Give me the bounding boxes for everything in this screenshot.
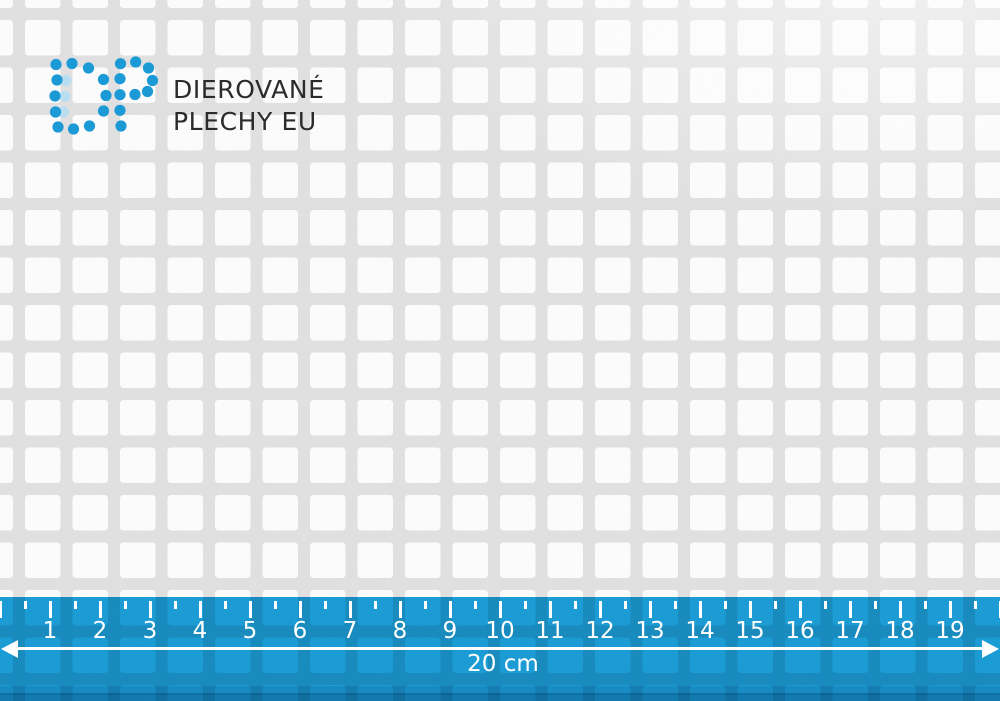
ruler-tick-major [98, 601, 102, 618]
logo-dot-p [115, 120, 127, 132]
logo-dot-d [83, 120, 96, 132]
ruler-tick-minor [273, 601, 277, 609]
ruler-number: 9 [442, 618, 458, 644]
ruler-tick-minor [123, 601, 127, 609]
dp-dotted-logo [49, 56, 159, 135]
logo-dot-p [146, 74, 159, 87]
logo-dot-p [142, 62, 155, 74]
logo-dot-d [67, 123, 80, 135]
logo-dot-d [49, 106, 62, 118]
ruler-tick-major [398, 601, 402, 618]
ruler-number: 13 [635, 618, 665, 644]
ruler-tick-major [448, 601, 452, 618]
ruler-number: 19 [935, 618, 965, 644]
logo-dot-p [141, 85, 154, 98]
logo-dot-d [97, 105, 110, 117]
ruler-number: 8 [392, 618, 408, 644]
ruler-tick-major [948, 601, 952, 618]
ruler-number: 2 [92, 618, 108, 644]
ruler-number: 18 [885, 618, 915, 644]
arrow-head-left-icon [1, 639, 18, 658]
logo-dot-p [114, 89, 126, 101]
ruler-tick-major [748, 601, 752, 618]
logo-dot-p [130, 56, 142, 68]
ruler-number: 15 [735, 618, 765, 644]
ruler-tick-minor [473, 601, 477, 609]
ruler-tick-minor [773, 601, 777, 609]
logo-dot-light [59, 90, 71, 102]
ruler-tick-major [548, 601, 552, 618]
ruler-tick-minor [523, 601, 527, 609]
ruler-tick-major [898, 601, 902, 618]
ruler-tick-major [148, 601, 152, 618]
ruler-tick-major [198, 601, 202, 618]
logo-dot-p [114, 58, 127, 70]
ruler-number: 1 [42, 618, 58, 644]
ruler-number: 3 [142, 618, 158, 644]
ruler-tick-minor [173, 601, 177, 609]
ruler-number: 7 [342, 618, 358, 644]
ruler-tick-major [798, 601, 802, 618]
logo-dot-d [49, 90, 61, 102]
length-arrow-line [14, 647, 986, 650]
ruler-tick-minor [823, 601, 827, 609]
ruler-number: 4 [192, 618, 208, 644]
ruler-tick-major [848, 601, 852, 618]
ruler: 20 cm 1 2 3 4 5 6 7 8 9 10 11 12 13 14 15 16 17 18 19 [0, 597, 1000, 701]
logo-dot-d [50, 58, 62, 71]
logo-dot-p [114, 104, 126, 116]
ruler-tick-major [298, 601, 302, 618]
logo-dot-d [82, 62, 95, 74]
ruler-tick-major [598, 601, 602, 618]
ruler-tick-major [248, 601, 252, 618]
logo-dot-light [57, 106, 70, 118]
ruler-bottom-shade [0, 686, 1000, 695]
ruler-tick-minor [223, 601, 227, 609]
ruler-tick-minor [723, 601, 727, 609]
ruler-tick-minor [623, 601, 627, 609]
ruler-tick-minor [423, 601, 427, 609]
logo-dot-d [66, 57, 78, 70]
ruler-tick-minor [873, 601, 877, 609]
ruler-tick-major [498, 601, 502, 618]
arrow-head-right-icon [982, 639, 999, 658]
ruler-number: 10 [485, 618, 515, 644]
ruler-tick-minor [973, 601, 977, 609]
brand-name-line2: PLECHY EU [173, 107, 317, 136]
ruler-number: 16 [785, 618, 815, 644]
brand-name-line1: DIEROVANÉ [173, 75, 325, 104]
logo-dot-d [97, 73, 110, 86]
logo-dot-p [114, 73, 126, 85]
ruler-tick-minor [673, 601, 677, 609]
ruler-tick-major [48, 601, 52, 618]
ruler-tick-minor [73, 601, 77, 609]
logo-dot-d [52, 121, 64, 133]
logo-dot-d [51, 74, 63, 86]
ruler-tick-major [348, 601, 352, 618]
ruler-tick-major [648, 601, 652, 618]
ruler-tick-major [698, 601, 702, 618]
logo-dot-light [60, 74, 72, 87]
logo-dot-p [129, 88, 141, 101]
brand-wordmark: DIEROVANÉ PLECHY EU [173, 74, 325, 138]
ruler-bottom-edge [0, 693, 1000, 701]
ruler-tick-minor [573, 601, 577, 609]
ruler-tick-minor [23, 601, 27, 609]
ruler-tick-major [0, 601, 2, 618]
ruler-tick-major [998, 601, 1000, 618]
ruler-tick-minor [323, 601, 327, 609]
ruler-tick-minor [373, 601, 377, 609]
ruler-number: 6 [292, 618, 308, 644]
length-label: 20 cm [467, 651, 539, 677]
ruler-tick-minor [923, 601, 927, 609]
ruler-number: 5 [242, 618, 258, 644]
ruler-number: 14 [685, 618, 715, 644]
ruler-number: 11 [535, 618, 565, 644]
ruler-number: 12 [585, 618, 615, 644]
ruler-number: 17 [835, 618, 865, 644]
logo-dot-d [100, 89, 112, 102]
